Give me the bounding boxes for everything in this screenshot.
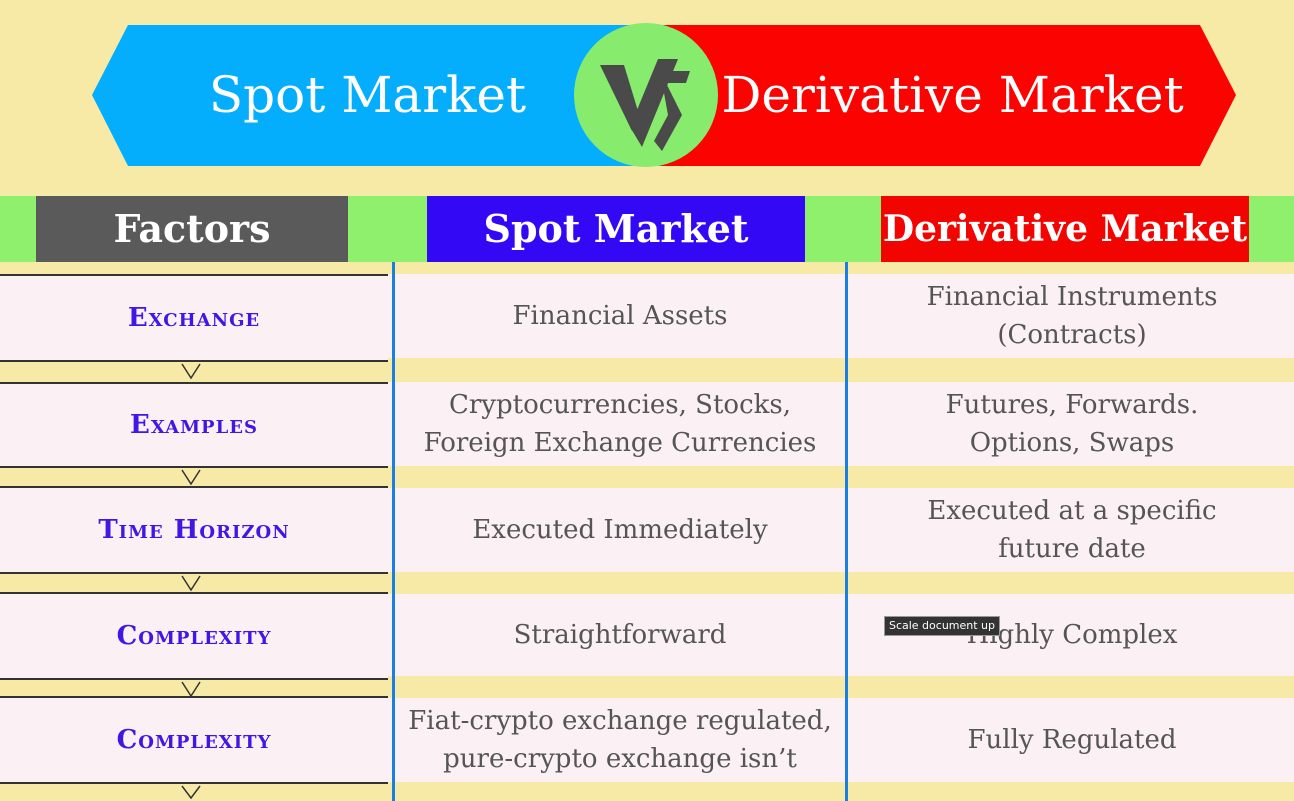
- factor-cell: Examples: [0, 382, 388, 468]
- factor-label: Complexity: [116, 621, 272, 651]
- column-divider: [845, 262, 848, 801]
- chevron-down-icon: [181, 469, 201, 486]
- chevron-down-icon: [181, 575, 201, 592]
- left-arrow-shape: [92, 25, 660, 166]
- derivative-cell: Fully Regulated: [967, 725, 1177, 755]
- derivative-cell: Highly Complex: [966, 620, 1178, 650]
- spot-cell: Financial Assets: [512, 301, 728, 331]
- factor-label: Examples: [130, 410, 258, 440]
- scale-document-tooltip: Scale document up: [884, 616, 1000, 636]
- banner-left-title: Spot Market: [208, 66, 527, 124]
- banner-arrows: [92, 25, 1236, 166]
- factor-label: Exchange: [127, 303, 261, 333]
- title-banner: Spot Market Derivative Market: [0, 0, 1294, 190]
- vs-icon: [600, 59, 690, 151]
- spot-cell: Cryptocurrencies, Stocks, Foreign Exchan…: [423, 390, 817, 458]
- factor-cell: Complexity: [0, 696, 388, 784]
- derivative-cell: Executed at a specific future date: [927, 496, 1217, 564]
- header-derivative-market: Derivative Market: [881, 196, 1249, 262]
- header-factors: Factors: [36, 196, 348, 262]
- factor-cell: Complexity: [0, 592, 388, 680]
- column-divider: [392, 262, 395, 801]
- header-spot-market: Spot Market: [427, 196, 805, 262]
- vs-badge: [574, 23, 718, 167]
- banner-right-title: Derivative Market: [721, 66, 1184, 124]
- spot-cell: Executed Immediately: [472, 515, 768, 545]
- right-arrow-shape: [660, 25, 1236, 166]
- factor-cell: Exchange: [0, 274, 388, 362]
- factor-label: Complexity: [116, 725, 272, 755]
- factor-cell: Time Horizon: [0, 486, 388, 574]
- chevron-down-icon: [181, 363, 201, 380]
- chevron-down-icon: [181, 785, 201, 800]
- spot-cell: Fiat-crypto exchange regulated, pure-cry…: [408, 706, 832, 774]
- derivative-cell: Financial Instruments (Contracts): [926, 282, 1218, 350]
- derivative-cell: Futures, Forwards. Options, Swaps: [945, 390, 1199, 458]
- factor-label: Time Horizon: [98, 515, 290, 545]
- spot-cell: Straightforward: [513, 620, 727, 650]
